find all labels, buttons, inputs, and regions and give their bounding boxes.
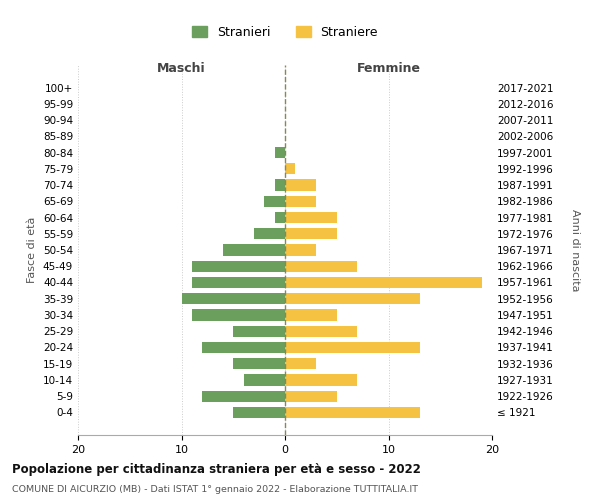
Bar bbox=[285, 326, 358, 337]
Text: Maschi: Maschi bbox=[157, 62, 206, 74]
Bar bbox=[275, 212, 285, 223]
Y-axis label: Anni di nascita: Anni di nascita bbox=[570, 209, 580, 291]
Bar bbox=[202, 342, 285, 353]
Bar bbox=[254, 228, 285, 239]
Bar bbox=[285, 293, 419, 304]
Bar bbox=[192, 310, 285, 320]
Bar bbox=[285, 244, 316, 256]
Bar bbox=[202, 390, 285, 402]
Bar bbox=[285, 390, 337, 402]
Bar bbox=[285, 358, 316, 370]
Bar bbox=[285, 260, 358, 272]
Bar bbox=[182, 293, 285, 304]
Bar bbox=[285, 342, 419, 353]
Bar bbox=[285, 228, 337, 239]
Bar bbox=[275, 147, 285, 158]
Bar bbox=[285, 310, 337, 320]
Bar bbox=[285, 277, 482, 288]
Bar bbox=[285, 212, 337, 223]
Bar bbox=[233, 358, 285, 370]
Bar bbox=[285, 374, 358, 386]
Bar bbox=[285, 196, 316, 207]
Bar bbox=[233, 407, 285, 418]
Bar bbox=[192, 260, 285, 272]
Text: COMUNE DI AICURZIO (MB) - Dati ISTAT 1° gennaio 2022 - Elaborazione TUTTITALIA.I: COMUNE DI AICURZIO (MB) - Dati ISTAT 1° … bbox=[12, 485, 418, 494]
Bar bbox=[275, 180, 285, 190]
Bar bbox=[265, 196, 285, 207]
Legend: Stranieri, Straniere: Stranieri, Straniere bbox=[187, 20, 383, 44]
Bar bbox=[192, 277, 285, 288]
Text: Femmine: Femmine bbox=[356, 62, 421, 74]
Y-axis label: Fasce di età: Fasce di età bbox=[28, 217, 37, 283]
Bar bbox=[285, 407, 419, 418]
Bar bbox=[285, 180, 316, 190]
Bar bbox=[223, 244, 285, 256]
Bar bbox=[244, 374, 285, 386]
Bar bbox=[285, 163, 295, 174]
Bar bbox=[233, 326, 285, 337]
Text: Popolazione per cittadinanza straniera per età e sesso - 2022: Popolazione per cittadinanza straniera p… bbox=[12, 462, 421, 475]
